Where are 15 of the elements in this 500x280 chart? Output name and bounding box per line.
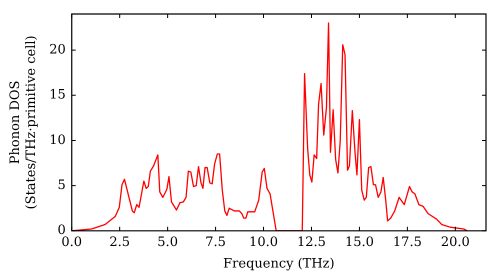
x-tick-label: 20.0: [440, 234, 470, 250]
y-tick-label: 15: [49, 88, 66, 103]
x-tick-label: 7.5: [205, 234, 226, 250]
y-tick-label: 5: [57, 178, 66, 194]
x-axis-title: Frequency (THz): [223, 256, 335, 272]
y-axis-title: Phonon DOS (States/THz·primitive cell): [8, 35, 39, 210]
x-tick-label: 10.0: [249, 234, 278, 250]
x-tick-label: 5.0: [157, 234, 178, 250]
x-tick-label: 2.5: [109, 234, 130, 250]
x-tick-label: 0.0: [61, 234, 82, 250]
y-tick-label: 10: [49, 132, 66, 148]
x-tick-label: 15.0: [344, 234, 374, 250]
y-tick-label: 20: [49, 42, 66, 58]
x-tick-label: 12.5: [297, 234, 326, 250]
x-tick-label: 17.5: [392, 234, 422, 250]
